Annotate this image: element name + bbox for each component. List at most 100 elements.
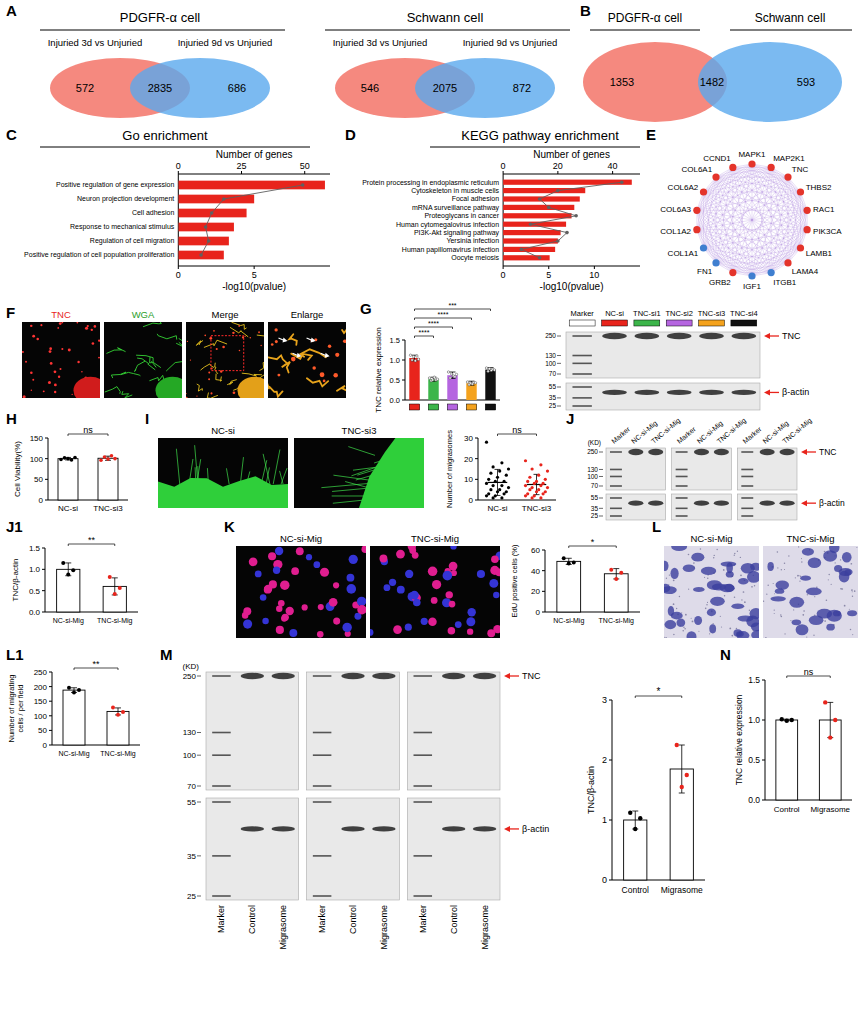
node-label: COL1A1 [668, 249, 699, 258]
spot [777, 551, 779, 553]
spot [781, 569, 782, 570]
point [685, 773, 689, 777]
image-title: NC-si-Mig [690, 533, 732, 544]
band [699, 333, 724, 339]
ladder-band [741, 451, 753, 453]
cell [73, 377, 100, 398]
spot [291, 357, 296, 362]
venn-title: PDGFR-α cell [120, 10, 201, 25]
ladder-label: 250 [183, 672, 197, 681]
panel-label: M [160, 646, 173, 663]
ladder-band [676, 515, 688, 517]
nucleus [329, 598, 338, 607]
ladder-label: 55 [591, 494, 599, 501]
edge [733, 167, 752, 276]
spot [209, 372, 210, 373]
spot [87, 325, 89, 327]
spot [92, 342, 95, 345]
y-tick [762, 800, 765, 801]
nucleus [443, 571, 453, 581]
cell [789, 597, 804, 608]
bar [58, 459, 78, 500]
y-tick [402, 380, 405, 381]
y-axis-title: EdU positive cells (%) [510, 544, 519, 617]
ladder-label: 130 [545, 352, 556, 359]
micrograph [236, 546, 366, 638]
cell [691, 553, 704, 562]
ladder-label: 100 [545, 360, 556, 367]
venn-count: 686 [228, 82, 246, 94]
marker [565, 231, 569, 235]
panel-title: Go enrichment [122, 128, 208, 143]
cell [710, 597, 725, 606]
y-tick-label: 50 [38, 726, 47, 735]
cell [707, 609, 716, 617]
spot [798, 546, 799, 547]
blot-membrane [307, 798, 400, 900]
spot [335, 353, 339, 357]
strand [157, 334, 176, 339]
spot [190, 359, 191, 360]
spot [81, 371, 83, 373]
y-tick [45, 438, 48, 439]
nucleus [397, 586, 405, 594]
tick-label: 25 [237, 161, 247, 171]
point [524, 459, 527, 462]
marker [620, 180, 624, 184]
point [113, 457, 117, 461]
ladder-band [741, 469, 753, 471]
spot [22, 351, 24, 353]
strand [270, 387, 283, 397]
lane-label: Migrasome [278, 905, 288, 950]
y-axis [612, 700, 613, 880]
spot [196, 395, 197, 396]
category-label: Oocyte meiosis [451, 254, 499, 262]
title-rule [325, 30, 570, 31]
edge [697, 210, 788, 263]
filament [280, 471, 284, 484]
y-tick-label: 2 [602, 755, 607, 765]
node-label: FN1 [697, 267, 713, 276]
bar [447, 375, 457, 400]
ladder-band [313, 732, 332, 734]
y-tick-label: 150 [34, 697, 48, 706]
strand [135, 361, 145, 371]
nucleus [448, 627, 456, 635]
y-tick [475, 479, 478, 480]
nucleus [449, 601, 456, 608]
spot [249, 337, 251, 339]
spot [824, 620, 826, 622]
marker [538, 197, 542, 201]
point [493, 369, 495, 371]
ladder-band [676, 451, 688, 453]
marker [204, 225, 208, 229]
spot [36, 338, 39, 341]
point [524, 484, 527, 487]
ladder-band [414, 732, 433, 734]
spot [49, 347, 52, 350]
category-label: NC-si [58, 504, 78, 513]
node [797, 188, 804, 195]
spot [32, 335, 35, 338]
spot [277, 374, 280, 377]
strand [342, 322, 346, 333]
cell [775, 580, 789, 589]
ladder-tick [557, 336, 561, 337]
point [507, 467, 510, 470]
spot [740, 574, 742, 576]
error-bar [679, 745, 685, 793]
spot [740, 557, 741, 558]
ladder-band [414, 895, 433, 897]
spot [842, 588, 844, 590]
spot [320, 372, 325, 377]
strand [167, 361, 183, 370]
spot [50, 362, 53, 365]
spot [723, 569, 725, 571]
spot [54, 391, 56, 393]
y-tick [762, 680, 765, 681]
tick [503, 171, 504, 174]
y-tick-label: 1.5 [390, 336, 400, 345]
ladder-band [212, 785, 231, 787]
spot [54, 370, 57, 373]
band [271, 826, 294, 831]
